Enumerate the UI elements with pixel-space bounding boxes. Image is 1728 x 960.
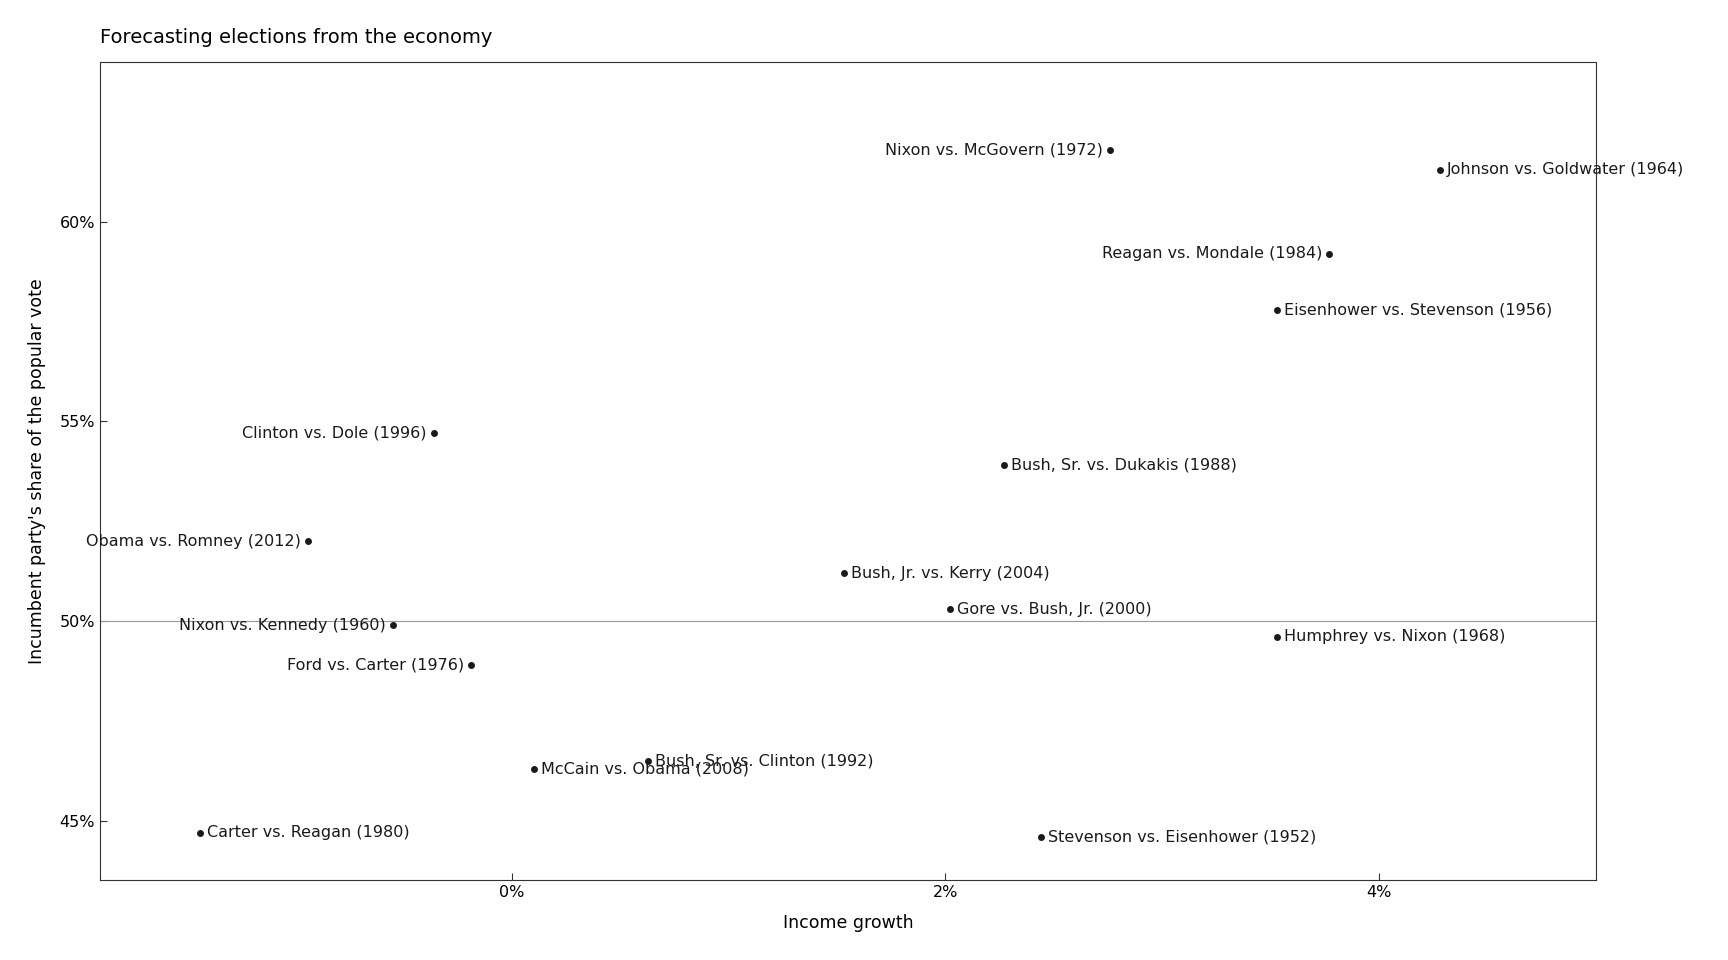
Text: Clinton vs. Dole (1996): Clinton vs. Dole (1996): [242, 426, 427, 441]
Text: Ford vs. Carter (1976): Ford vs. Carter (1976): [287, 658, 463, 672]
Text: McCain vs. Obama (2008): McCain vs. Obama (2008): [541, 761, 748, 777]
Text: Bush, Sr. vs. Clinton (1992): Bush, Sr. vs. Clinton (1992): [655, 754, 874, 768]
Y-axis label: Incumbent party's share of the popular vote: Incumbent party's share of the popular v…: [28, 278, 45, 664]
Text: Bush, Sr. vs. Dukakis (1988): Bush, Sr. vs. Dukakis (1988): [1011, 458, 1237, 473]
Text: Bush, Jr. vs. Kerry (2004): Bush, Jr. vs. Kerry (2004): [850, 565, 1049, 581]
Text: Reagan vs. Mondale (1984): Reagan vs. Mondale (1984): [1102, 247, 1322, 261]
X-axis label: Income growth: Income growth: [783, 914, 912, 932]
Text: Forecasting elections from the economy: Forecasting elections from the economy: [100, 28, 492, 47]
Text: Gore vs. Bush, Jr. (2000): Gore vs. Bush, Jr. (2000): [957, 602, 1151, 616]
Text: Humphrey vs. Nixon (1968): Humphrey vs. Nixon (1968): [1284, 630, 1505, 644]
Text: Johnson vs. Goldwater (1964): Johnson vs. Goldwater (1964): [1446, 162, 1683, 178]
Text: Stevenson vs. Eisenhower (1952): Stevenson vs. Eisenhower (1952): [1047, 829, 1317, 844]
Text: Obama vs. Romney (2012): Obama vs. Romney (2012): [86, 534, 301, 549]
Text: Eisenhower vs. Stevenson (1956): Eisenhower vs. Stevenson (1956): [1284, 302, 1552, 317]
Text: Carter vs. Reagan (1980): Carter vs. Reagan (1980): [207, 825, 410, 840]
Text: Nixon vs. McGovern (1972): Nixon vs. McGovern (1972): [885, 142, 1102, 157]
Text: Nixon vs. Kennedy (1960): Nixon vs. Kennedy (1960): [180, 617, 385, 633]
